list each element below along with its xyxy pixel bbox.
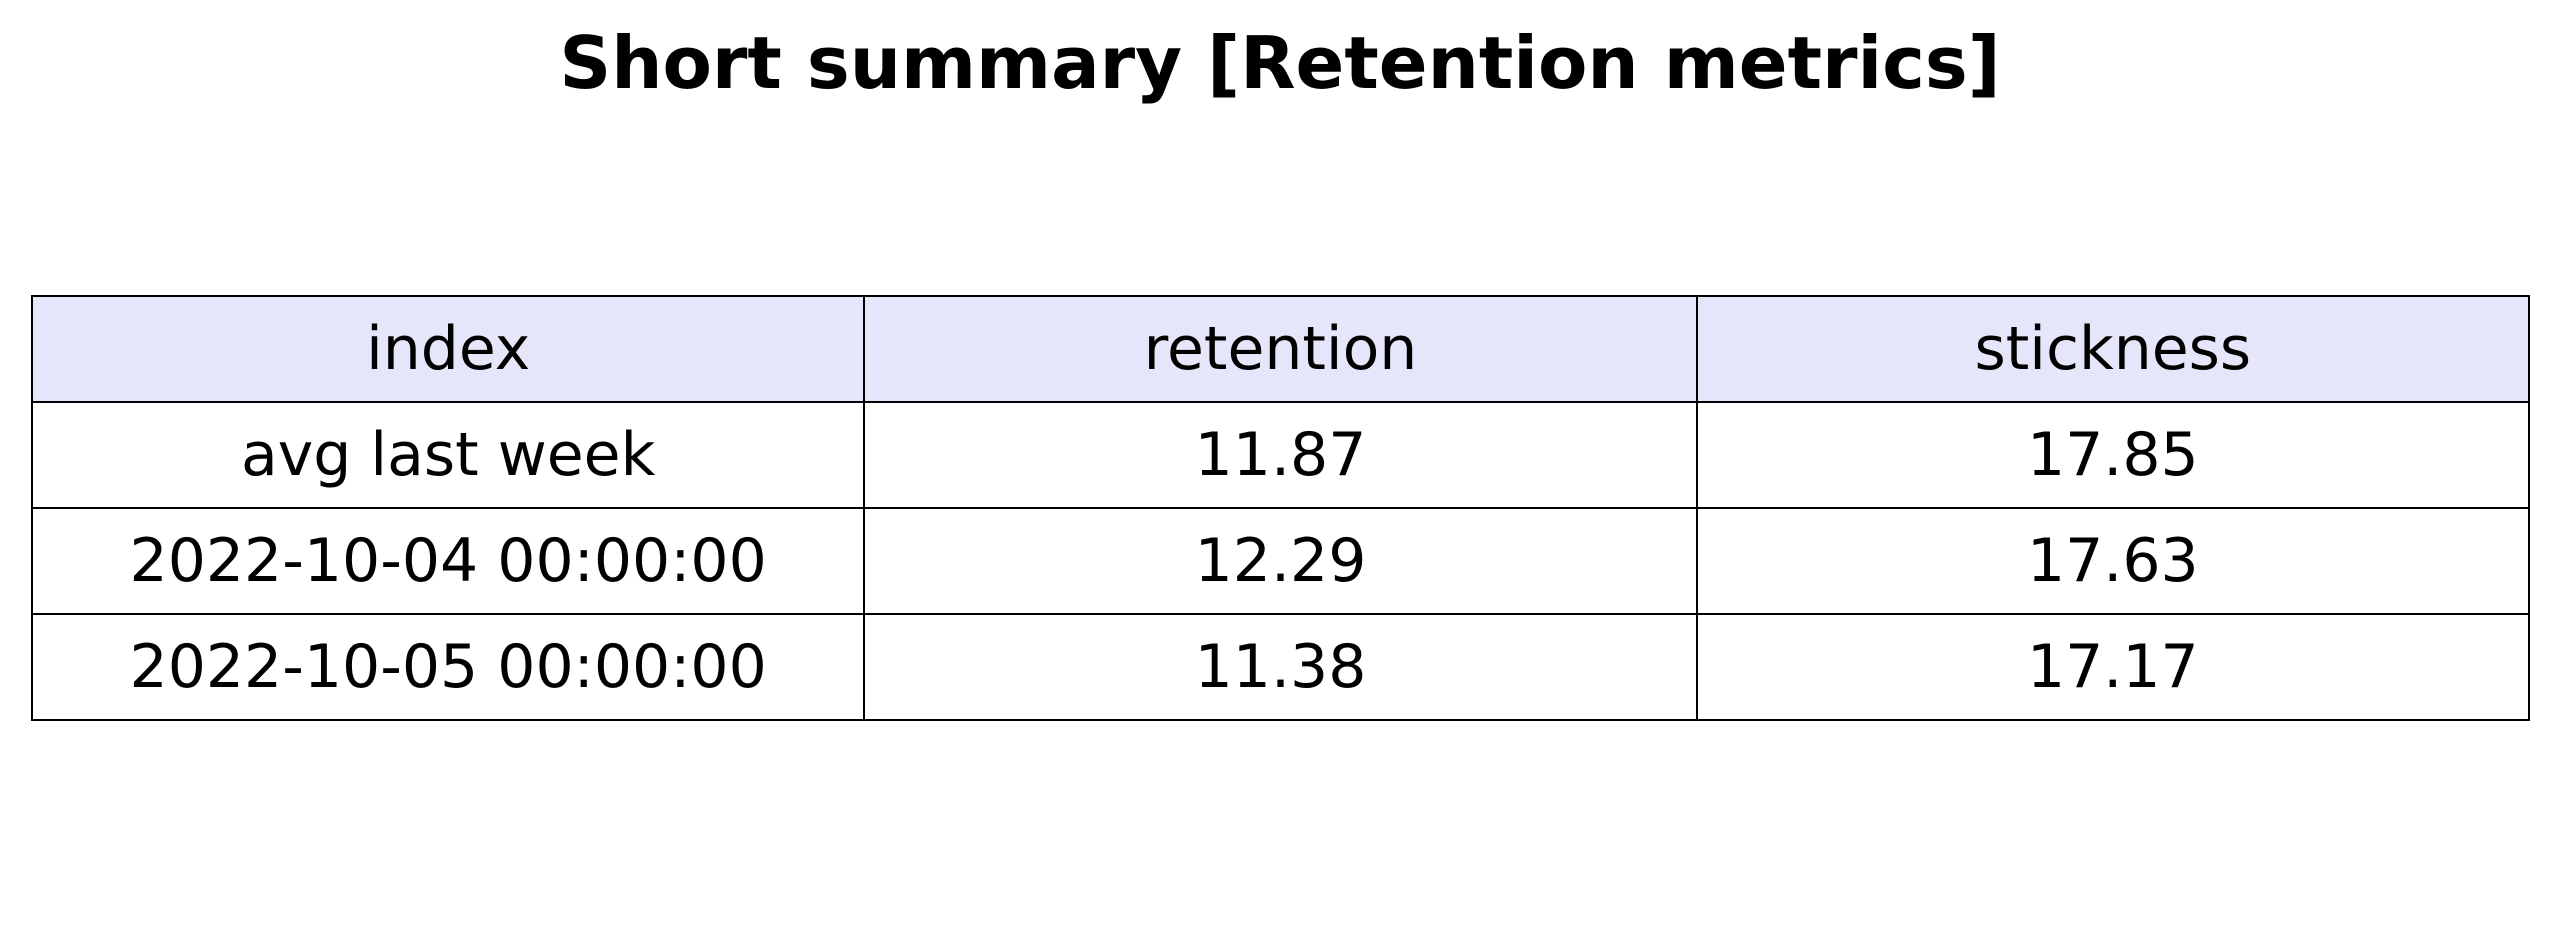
table-cell: 12.29	[863, 507, 1698, 615]
table-cell: 17.17	[1695, 613, 2531, 721]
table-row: 2022-10-04 00:00:00 12.29 17.63	[30, 507, 2531, 615]
table-cell: 11.87	[863, 401, 1698, 509]
table-header-row: index retention stickness	[30, 295, 2531, 403]
table-cell: 2022-10-05 00:00:00	[30, 613, 866, 721]
table-row: 2022-10-05 00:00:00 11.38 17.17	[30, 613, 2531, 721]
column-header: index	[30, 295, 866, 403]
column-header: stickness	[1695, 295, 2531, 403]
table-cell: avg last week	[30, 401, 866, 509]
table-cell: 17.85	[1695, 401, 2531, 509]
summary-table: index retention stickness avg last week …	[30, 295, 2531, 721]
table-cell: 17.63	[1695, 507, 2531, 615]
table-cell: 2022-10-04 00:00:00	[30, 507, 866, 615]
table-row: avg last week 11.87 17.85	[30, 401, 2531, 509]
table-title: Short summary [Retention metrics]	[559, 21, 2001, 105]
column-header: retention	[863, 295, 1698, 403]
table-cell: 11.38	[863, 613, 1698, 721]
